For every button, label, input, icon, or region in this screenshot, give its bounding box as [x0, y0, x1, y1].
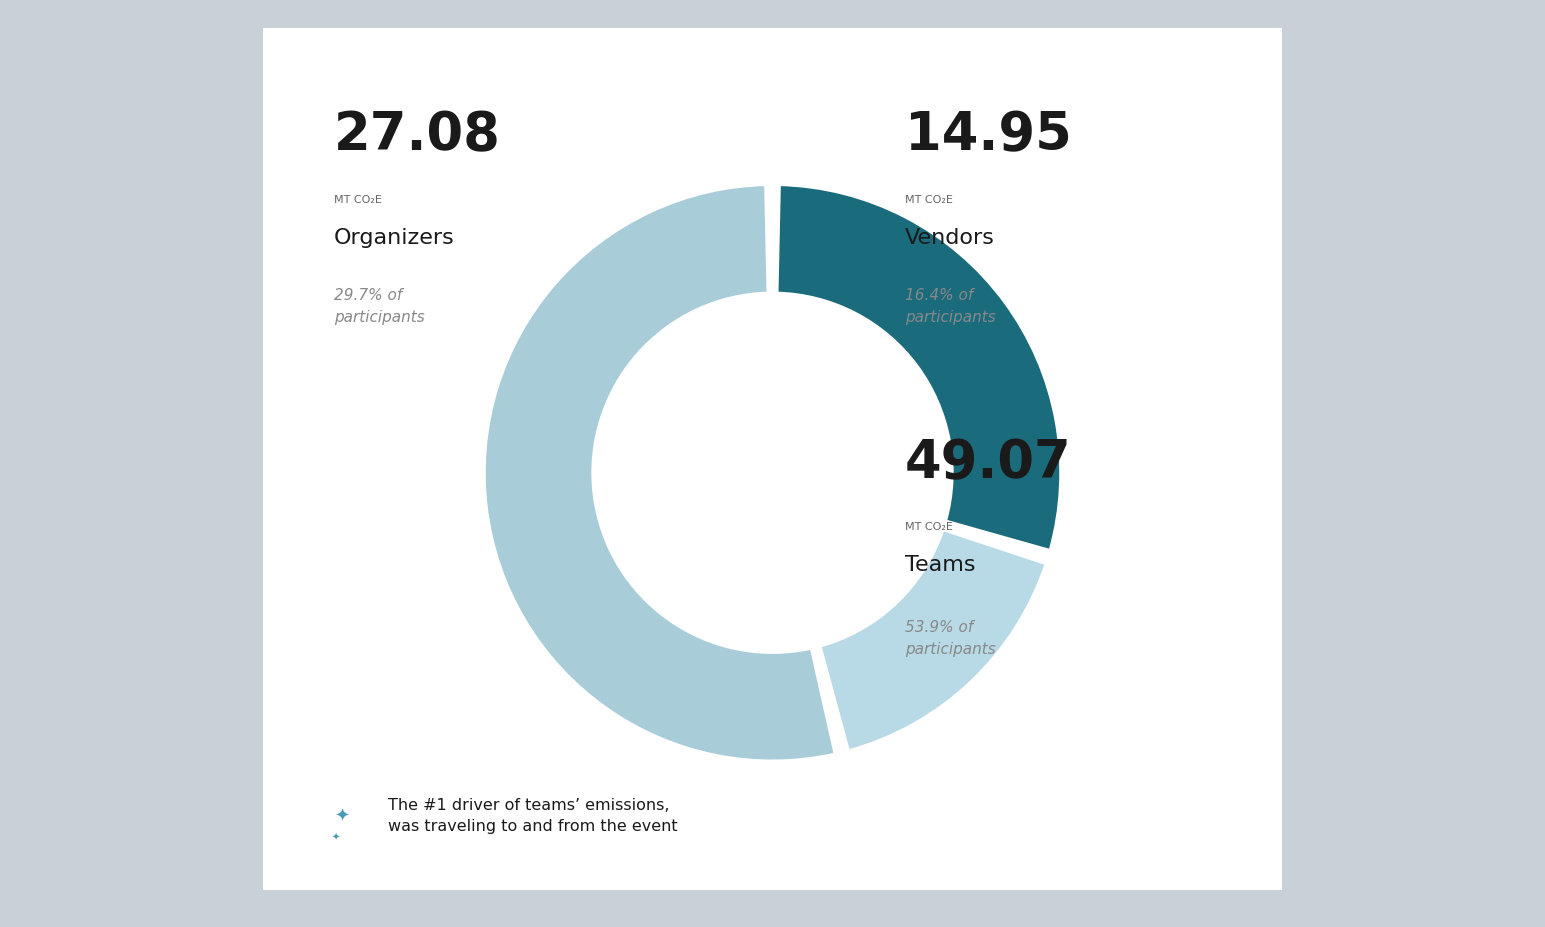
Text: 29.7% of
participants: 29.7% of participants	[334, 288, 425, 325]
Text: 53.9% of
participants: 53.9% of participants	[905, 620, 997, 657]
Text: MT CO₂E: MT CO₂E	[905, 522, 953, 532]
Wedge shape	[484, 184, 836, 762]
Wedge shape	[777, 184, 1061, 552]
Text: ✦: ✦	[331, 832, 340, 843]
Text: 27.08: 27.08	[334, 109, 501, 161]
Text: 14.95: 14.95	[905, 109, 1072, 161]
Text: Teams: Teams	[905, 555, 975, 576]
Text: The #1 driver of teams’ emissions,
was traveling to and from the event: The #1 driver of teams’ emissions, was t…	[388, 798, 677, 834]
Text: Vendors: Vendors	[905, 228, 995, 248]
Text: MT CO₂E: MT CO₂E	[334, 195, 382, 205]
Wedge shape	[819, 529, 1048, 752]
Text: 16.4% of
participants: 16.4% of participants	[905, 288, 997, 325]
Text: 49.07: 49.07	[905, 437, 1072, 489]
Text: MT CO₂E: MT CO₂E	[905, 195, 953, 205]
Text: ✦: ✦	[334, 807, 349, 825]
Text: Organizers: Organizers	[334, 228, 454, 248]
